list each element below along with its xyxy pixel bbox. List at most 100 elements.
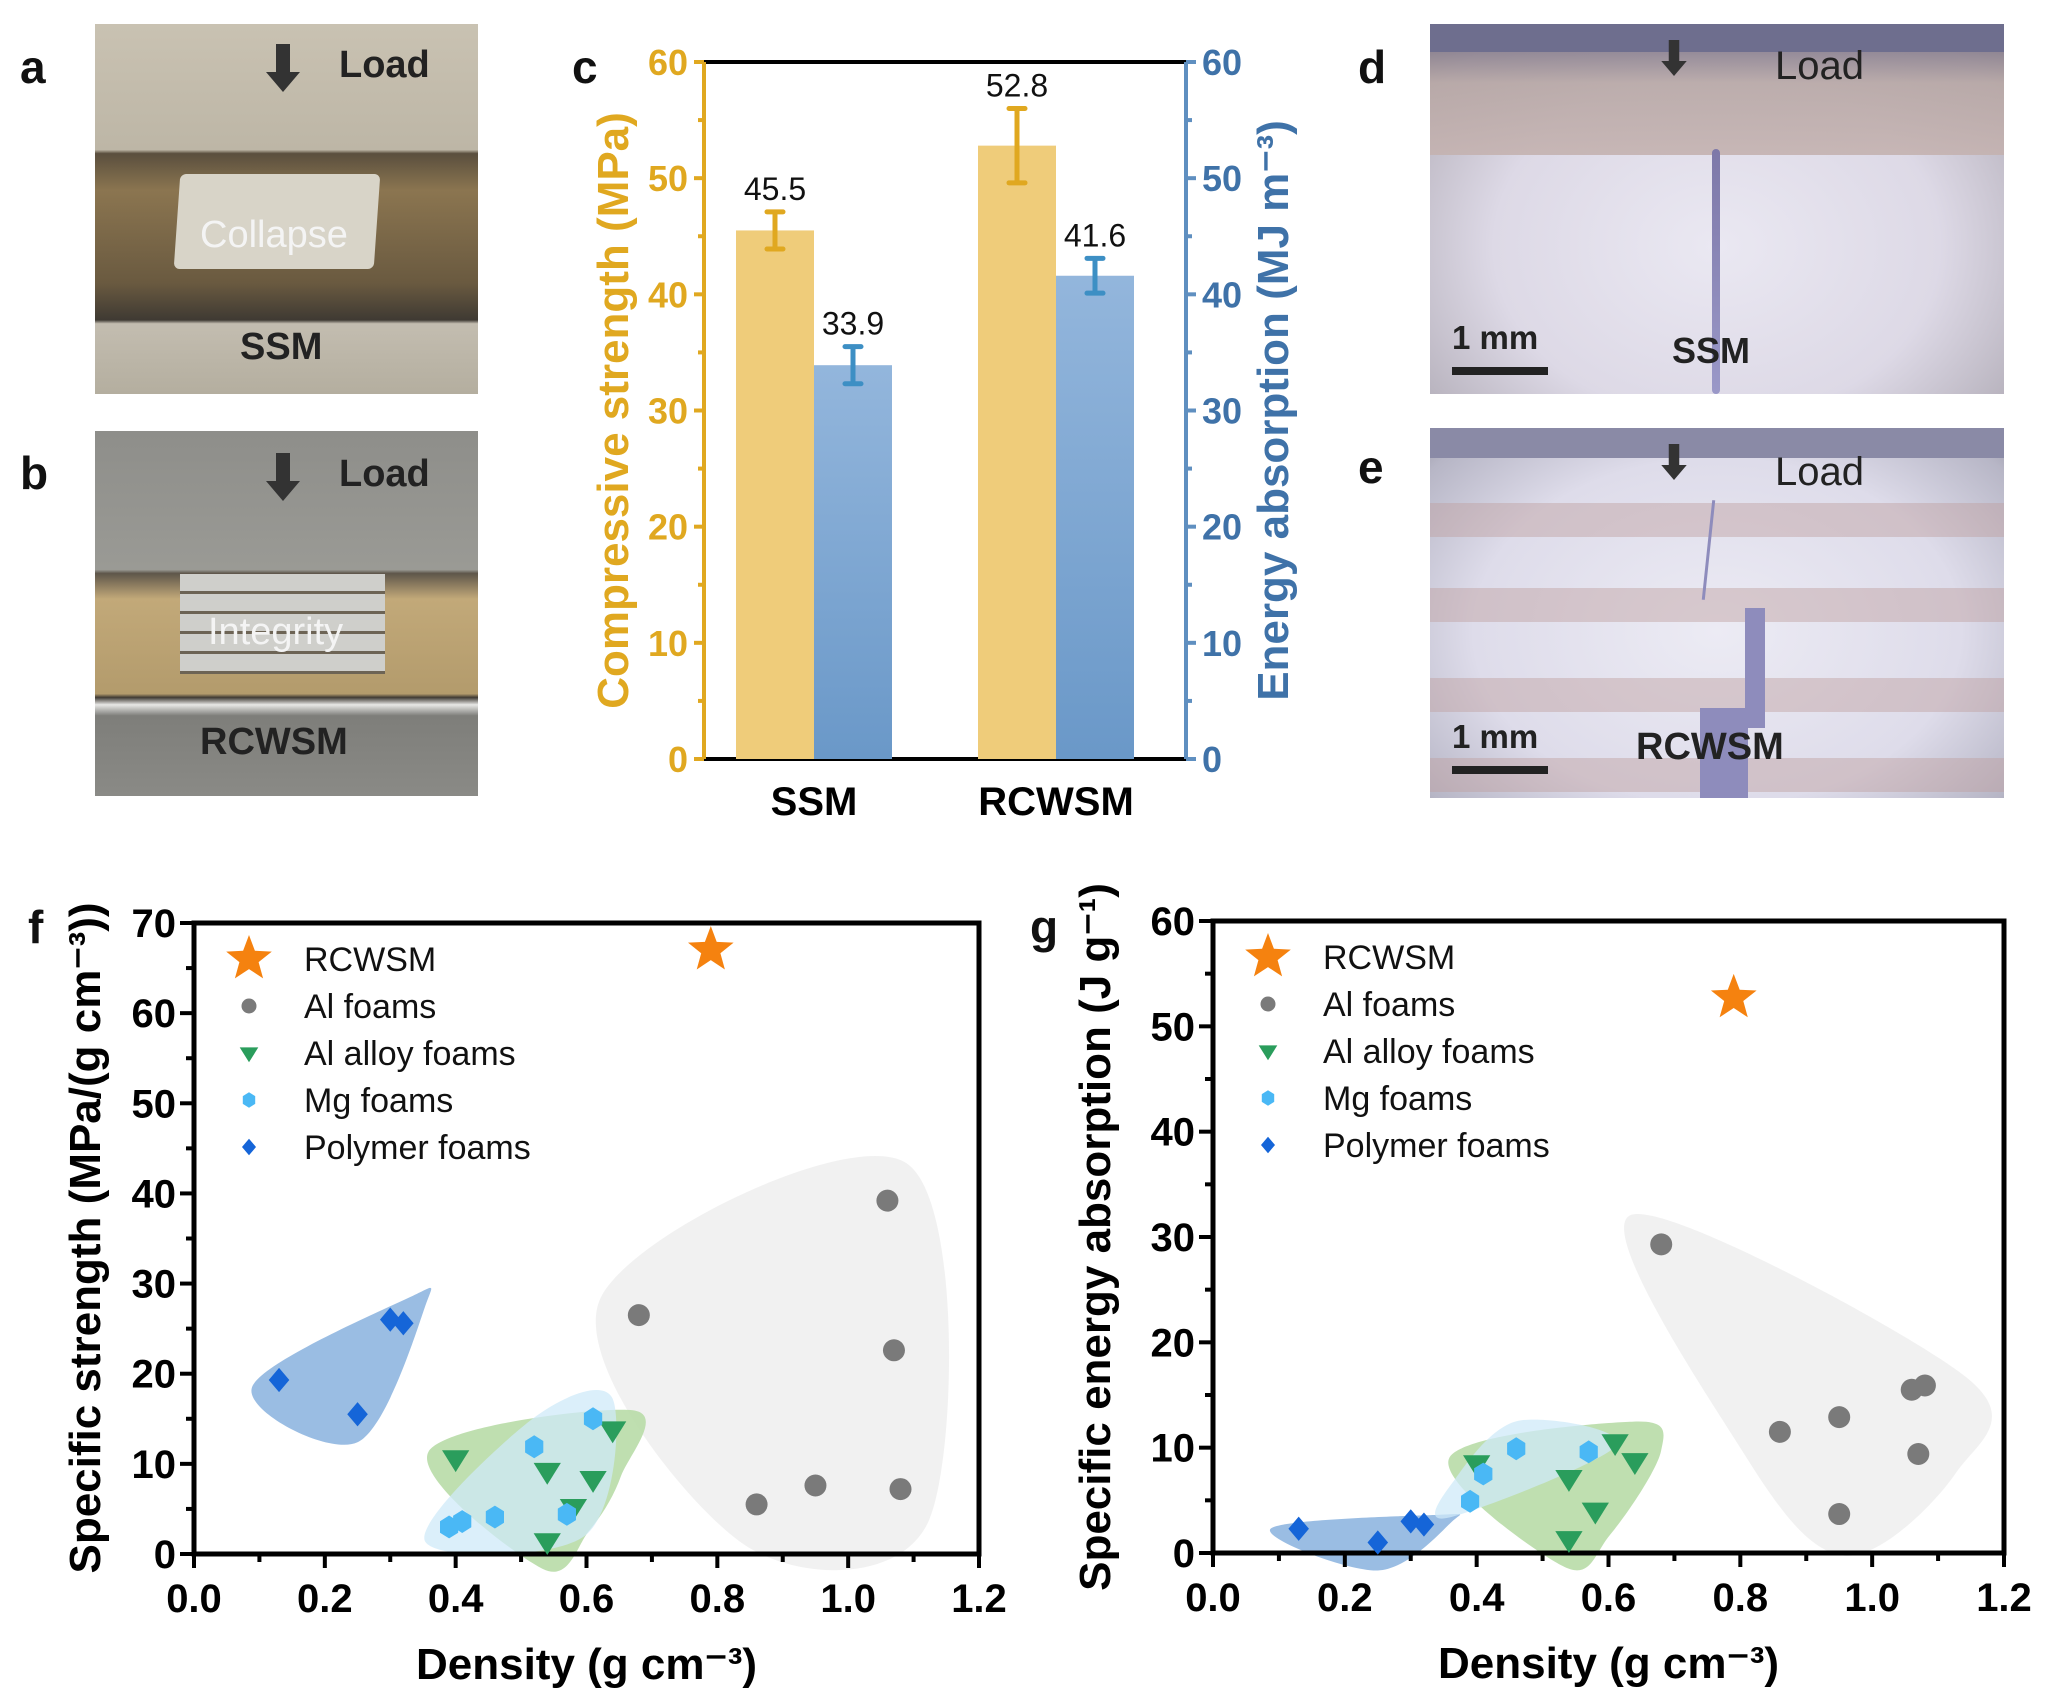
x-tick-label: 1.0 — [1844, 1576, 1900, 1620]
point-al-foams — [1768, 1420, 1791, 1443]
collapse-label: Collapse — [200, 214, 348, 256]
y-tick-label: 30 — [1151, 1216, 1196, 1260]
legend-label-al-foams: Al foams — [304, 988, 436, 1026]
legend-label-al-foams: Al foams — [1323, 986, 1455, 1024]
point-polymer-foams — [393, 1311, 414, 1336]
sample-label: RCWSM — [200, 721, 348, 763]
y-tick-label: 20 — [132, 1353, 177, 1397]
point-al-alloy-foams — [579, 1470, 607, 1493]
x-tick-label: 0.0 — [166, 1577, 222, 1621]
bar-energy-absorption — [814, 365, 892, 759]
y-tick-label: 40 — [132, 1172, 177, 1216]
y-tick-label: 50 — [132, 1082, 177, 1126]
y-tick-label: 0 — [154, 1533, 176, 1577]
scale-bar-label: 1 mm — [1452, 319, 1539, 356]
crack — [1712, 149, 1720, 394]
bar-compressive-strength — [736, 230, 814, 760]
x-tick-label: 0.2 — [297, 1577, 353, 1621]
point-mg-foams — [557, 1502, 576, 1526]
legend-marker-mg-foams — [1261, 1090, 1275, 1106]
point-rcwsm — [688, 926, 734, 970]
point-polymer-foams — [1367, 1530, 1389, 1555]
intact-sample — [180, 574, 385, 674]
y-tick-label: 10 — [1151, 1427, 1196, 1471]
point-mg-foams — [1461, 1489, 1480, 1513]
point-al-alloy-foams — [1555, 1470, 1583, 1492]
legend-label-mg-foams: Mg foams — [1323, 1080, 1472, 1118]
legend-label-al-alloy-foams: Al alloy foams — [1323, 1033, 1535, 1071]
right-tick-label: 30 — [1202, 391, 1242, 432]
y-tick-label: 10 — [132, 1443, 177, 1487]
point-al-alloy-foams — [1601, 1434, 1629, 1457]
photo-rcwsm-compression: Load Integrity RCWSM — [95, 431, 478, 796]
point-polymer-foams — [347, 1402, 368, 1427]
point-al-foams — [804, 1474, 827, 1497]
point-al-foams — [889, 1478, 912, 1501]
micrograph-ssm-crack: Load 1 mm SSM — [1430, 24, 2004, 394]
sample-label: SSM — [1672, 330, 1751, 371]
point-al-foams — [1828, 1503, 1851, 1526]
sample-label: RCWSM — [1636, 726, 1784, 768]
y-tick-label: 60 — [1151, 900, 1196, 944]
legend-marker-al-alloy-foams — [1258, 1045, 1278, 1061]
photo-ssm-compression: Load Collapse SSM — [95, 24, 478, 394]
micrograph-rcwsm-crack: Load 1 mm RCWSM — [1430, 428, 2004, 798]
right-tick-label: 60 — [1202, 42, 1242, 83]
panel-letter-c: c — [572, 41, 598, 93]
legend-label-polymer-foams: Polymer foams — [1323, 1127, 1550, 1165]
y-tick-label: 0 — [1173, 1532, 1195, 1576]
legend-marker-polymer-foams — [241, 1138, 257, 1156]
y-axis-right-label: Energy absorption (MJ m⁻³) — [1249, 120, 1298, 701]
y-tick-label: 60 — [132, 992, 177, 1036]
point-al-foams — [1650, 1233, 1673, 1256]
x-tick-label: 0.6 — [1581, 1576, 1637, 1620]
point-al-foams — [876, 1189, 899, 1212]
x-axis-label: Density (g cm⁻³) — [1438, 1639, 1779, 1688]
y-tick-label: 20 — [1151, 1321, 1196, 1365]
load-arrow-icon — [1661, 444, 1687, 480]
point-al-alloy-foams — [599, 1421, 627, 1444]
left-tick-label: 30 — [648, 391, 688, 432]
point-al-foams — [1913, 1374, 1936, 1397]
legend-marker-rcwsm — [226, 935, 272, 979]
y-tick-label: 30 — [132, 1263, 177, 1307]
panel-letter-f: f — [28, 901, 44, 953]
y-axis-left-label: Compressive strength (MPa) — [589, 112, 638, 709]
left-tick-label: 50 — [648, 158, 688, 199]
data-label: 33.9 — [822, 306, 884, 342]
load-arrow-icon — [266, 453, 300, 501]
region-mg-foams — [1435, 1419, 1618, 1519]
region-al-foams — [595, 1156, 950, 1571]
point-rcwsm — [1710, 973, 1757, 1018]
load-label: Load — [339, 44, 430, 86]
point-al-alloy-foams — [533, 1462, 561, 1485]
point-polymer-foams — [1288, 1516, 1309, 1541]
right-tick-label: 40 — [1202, 274, 1242, 315]
x-tick-label: 0.0 — [1185, 1576, 1241, 1620]
y-tick-label: 70 — [132, 902, 177, 946]
load-label: Load — [339, 453, 430, 495]
scale-bar — [1452, 367, 1548, 375]
left-tick-label: 20 — [648, 507, 688, 548]
point-al-alloy-foams — [533, 1533, 561, 1556]
y-axis-label: Specific strength (MPa/(g cm⁻³)) — [61, 902, 110, 1573]
bar-energy-absorption — [1056, 275, 1134, 759]
legend-label-mg-foams: Mg foams — [304, 1082, 453, 1120]
crack — [1745, 608, 1765, 728]
point-al-foams — [882, 1339, 905, 1362]
region-al-foams — [1624, 1213, 1992, 1556]
x-tick-label: 0.8 — [690, 1577, 746, 1621]
integrity-label: Integrity — [208, 611, 344, 653]
scale-bar-label: 1 mm — [1452, 718, 1539, 755]
legend-marker-al-foams — [1260, 996, 1276, 1012]
right-tick-label: 20 — [1202, 507, 1242, 548]
y-tick-label: 40 — [1151, 1111, 1196, 1155]
point-al-foams — [1907, 1442, 1930, 1465]
point-al-alloy-foams — [1581, 1502, 1609, 1525]
legend-label-polymer-foams: Polymer foams — [304, 1129, 531, 1167]
load-label: Load — [1775, 450, 1864, 494]
point-mg-foams — [485, 1505, 504, 1529]
